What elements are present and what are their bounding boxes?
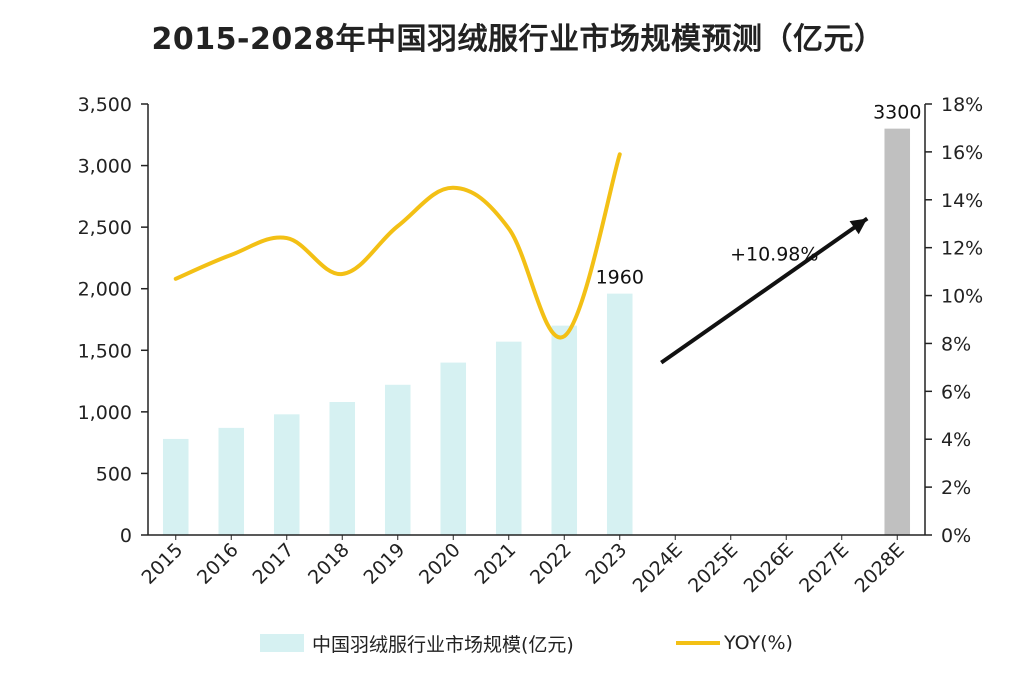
bar-series xyxy=(162,128,911,535)
x-axis-tick-label: 2027E xyxy=(795,539,853,597)
x-axis-tick-label: 2019 xyxy=(360,539,410,589)
legend-item-yoy: YOY(%) xyxy=(676,628,793,658)
left-axis-tick-label: 1,500 xyxy=(78,340,132,362)
chart-title: 2015-2028年中国羽绒服行业市场规模预测（亿元） xyxy=(151,22,885,57)
x-axis-tick-label: 2025E xyxy=(684,539,742,597)
right-axis-tick-label: 10% xyxy=(941,286,983,308)
left-axis-tick-label: 2,000 xyxy=(78,279,132,301)
x-axis-tick-label: 2015 xyxy=(138,539,188,589)
legend-label-market-size: 中国羽绒服行业市场规模(亿元) xyxy=(312,633,574,656)
x-axis-tick-label: 2024E xyxy=(629,539,687,597)
data-label-2023: 1960 xyxy=(596,267,644,289)
x-axis-tick-label: 2016 xyxy=(193,539,243,589)
right-axis-tick-label: 6% xyxy=(941,381,971,403)
yoy-line-series xyxy=(173,152,622,340)
bar-2015 xyxy=(162,438,189,535)
right-axis-tick-label: 2% xyxy=(941,477,971,499)
x-axis-tick-label: 2020 xyxy=(415,539,465,589)
bar-2020 xyxy=(440,362,467,535)
annotations: +10.98% xyxy=(660,216,869,365)
yoy-line xyxy=(173,152,622,340)
right-axis-tick-label: 4% xyxy=(941,429,971,451)
x-axis-tick-label: 2023 xyxy=(582,539,632,589)
right-axis-tick-label: 16% xyxy=(941,142,983,164)
bar-2023 xyxy=(606,293,633,535)
legend-label-yoy: YOY(%) xyxy=(724,632,793,654)
x-axis-tick-label: 2026E xyxy=(740,539,798,597)
right-axis-tick-label: 12% xyxy=(941,238,983,260)
bar-2018 xyxy=(329,402,356,535)
left-axis-tick-label: 3,000 xyxy=(78,156,132,178)
bar-2017 xyxy=(273,414,300,535)
x-axis-tick-label: 2028E xyxy=(851,539,909,597)
data-label-2028e: 3300 xyxy=(873,102,921,124)
right-axis: 0% 2% 4% 6% 8% 10% 12% 14% 16% 18% xyxy=(924,94,983,547)
x-axis-tick-label: 2017 xyxy=(249,539,299,589)
left-axis-tick-label: 500 xyxy=(96,463,132,485)
bar-2016 xyxy=(218,427,245,535)
bar-2019 xyxy=(384,384,411,535)
growth-arrow-shaft xyxy=(660,216,869,365)
bar-2028e xyxy=(884,128,911,535)
right-axis-tick-label: 18% xyxy=(941,94,983,116)
growth-arrow-head xyxy=(849,218,868,235)
left-axis-tick-label: 3,500 xyxy=(78,94,132,116)
left-axis-tick-label: 0 xyxy=(120,525,132,547)
legend-swatch-bar xyxy=(260,634,304,652)
growth-rate-label: +10.98% xyxy=(730,244,818,266)
x-axis-tick-label: 2021 xyxy=(471,539,521,589)
x-axis-tick-label: 2022 xyxy=(526,539,576,589)
legend: 中国羽绒服行业市场规模(亿元) YOY(%) xyxy=(0,628,1036,658)
x-axis-tick-label: 2018 xyxy=(304,539,354,589)
left-axis: 0 500 1,000 1,500 2,000 2,500 3,000 3,500 xyxy=(78,94,149,547)
left-axis-tick-label: 1,000 xyxy=(78,402,132,424)
legend-swatch-line xyxy=(676,641,720,645)
bar-2021 xyxy=(495,341,522,535)
left-axis-tick-label: 2,500 xyxy=(78,217,132,239)
right-axis-tick-label: 0% xyxy=(941,525,971,547)
data-labels: 1960 3300 xyxy=(596,102,922,289)
legend-item-market-size: 中国羽绒服行业市场规模(亿元) xyxy=(260,628,574,658)
x-axis: 2015 2016 2017 2018 2019 2020 2021 2022 20232024… xyxy=(138,534,925,597)
right-axis-tick-label: 14% xyxy=(941,190,983,212)
right-axis-tick-label: 8% xyxy=(941,333,971,355)
bar-2022 xyxy=(551,325,578,535)
